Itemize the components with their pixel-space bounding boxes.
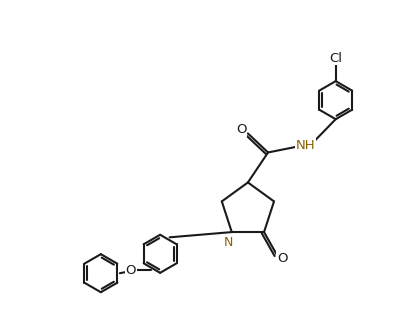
Text: O: O bbox=[126, 264, 136, 277]
Text: O: O bbox=[277, 252, 287, 265]
Text: N: N bbox=[223, 236, 233, 249]
Text: O: O bbox=[236, 123, 246, 136]
Text: Cl: Cl bbox=[329, 51, 342, 65]
Text: NH: NH bbox=[296, 139, 316, 152]
